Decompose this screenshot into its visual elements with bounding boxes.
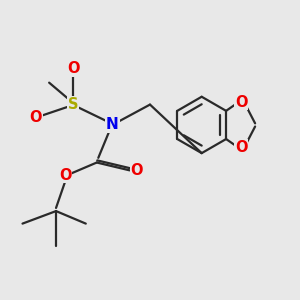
Text: O: O — [130, 163, 143, 178]
Text: O: O — [29, 110, 42, 124]
Text: O: O — [67, 61, 80, 76]
Text: N: N — [106, 117, 119, 132]
Text: O: O — [235, 140, 247, 155]
Text: S: S — [68, 97, 79, 112]
Text: O: O — [235, 95, 247, 110]
Text: O: O — [59, 168, 72, 183]
